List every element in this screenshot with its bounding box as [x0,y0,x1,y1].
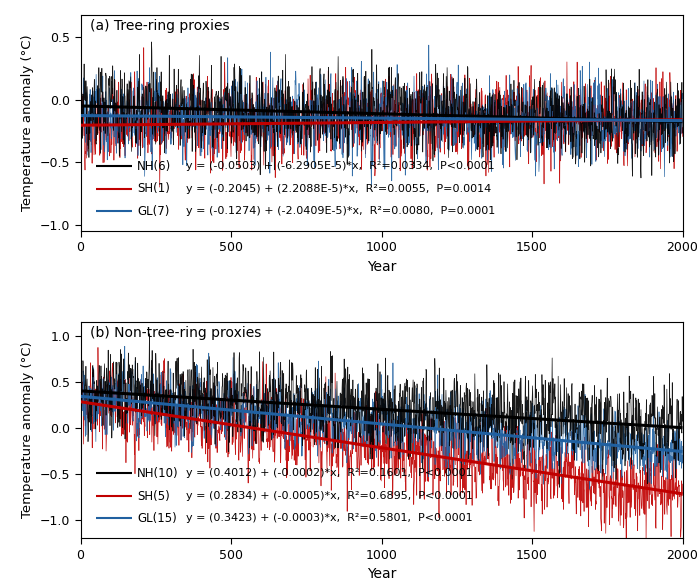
Y-axis label: Temperature anomaly (°C): Temperature anomaly (°C) [21,34,34,211]
Text: GL(7): GL(7) [137,205,169,218]
Text: y = (0.4012) + (-0.0002)*x,  R²=0.1601,  P<0.0001: y = (0.4012) + (-0.0002)*x, R²=0.1601, P… [186,469,472,478]
X-axis label: Year: Year [367,567,396,581]
Text: (b) Non-tree-ring proxies: (b) Non-tree-ring proxies [90,327,261,340]
Text: GL(15): GL(15) [137,512,177,525]
Text: SH(1): SH(1) [137,182,170,196]
Text: y = (-0.1274) + (-2.0409E-5)*x,  R²=0.0080,  P=0.0001: y = (-0.1274) + (-2.0409E-5)*x, R²=0.008… [186,206,495,216]
Text: y = (0.2834) + (-0.0005)*x,  R²=0.6895,  P<0.0001: y = (0.2834) + (-0.0005)*x, R²=0.6895, P… [186,491,472,501]
Text: y = (-0.2045) + (2.2088E-5)*x,  R²=0.0055,  P=0.0014: y = (-0.2045) + (2.2088E-5)*x, R²=0.0055… [186,184,491,194]
Text: NH(6): NH(6) [137,159,172,172]
Text: SH(5): SH(5) [137,489,170,503]
Text: y = (-0.0503) + (-6.2905E-5)*x,  R²=0.0334,  P<0.0001: y = (-0.0503) + (-6.2905E-5)*x, R²=0.033… [186,161,494,171]
X-axis label: Year: Year [367,260,396,274]
Text: NH(10): NH(10) [137,467,178,480]
Text: (a) Tree-ring proxies: (a) Tree-ring proxies [90,19,229,33]
Text: y = (0.3423) + (-0.0003)*x,  R²=0.5801,  P<0.0001: y = (0.3423) + (-0.0003)*x, R²=0.5801, P… [186,513,472,523]
Y-axis label: Temperature anomaly (°C): Temperature anomaly (°C) [21,342,34,519]
